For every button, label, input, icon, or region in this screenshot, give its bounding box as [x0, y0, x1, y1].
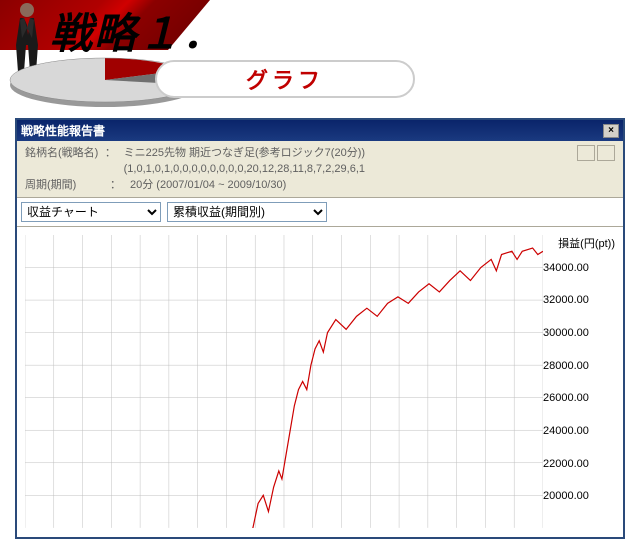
name-value: ミニ225先物 期近つなぎ足(参考ロジック7(20分))(1,0,1,0,1,0…: [124, 145, 577, 177]
y-tick-label: 22000.00: [543, 458, 589, 470]
y-tick-label: 28000.00: [543, 360, 589, 372]
y-tick-label: 20000.00: [543, 490, 589, 502]
chart-type-select[interactable]: 収益チャート: [21, 202, 161, 222]
separator: ：: [110, 177, 130, 193]
info-row-period: 周期(期間) ： 20分 (2007/01/04 ~ 2009/10/30): [25, 177, 615, 193]
period-label: 周期(期間): [25, 177, 110, 193]
y-tick-label: 26000.00: [543, 392, 589, 404]
chart-area: 損益(円(pt)) 34000.00 32000.00 30000.00 28000.…: [25, 235, 615, 529]
y-tick-label: 34000.00: [543, 262, 589, 274]
line-chart: [25, 235, 543, 528]
window-title: 戦略性能報告書: [21, 122, 105, 139]
y-tick-label: 32000.00: [543, 294, 589, 306]
info-panel: 銘柄名(戦略名) ： ミニ225先物 期近つなぎ足(参考ロジック7(20分))(…: [17, 141, 623, 198]
y-tick-label: 24000.00: [543, 425, 589, 437]
y-axis: 損益(円(pt)) 34000.00 32000.00 30000.00 28000.…: [543, 235, 615, 529]
window-titlebar: 戦略性能報告書 ×: [17, 120, 623, 141]
tab-graph[interactable]: グラフ: [155, 60, 415, 98]
name-label: 銘柄名(戦略名): [25, 145, 105, 177]
chart-container: 損益(円(pt)) 34000.00 32000.00 30000.00 28000.…: [17, 227, 623, 537]
tool-icon-2[interactable]: [597, 145, 615, 161]
page-title: 戦略１．: [50, 0, 226, 61]
header: 戦略１． グラフ: [0, 0, 630, 100]
close-icon[interactable]: ×: [603, 124, 619, 138]
aggregation-select[interactable]: 累積収益(期間別): [167, 202, 327, 222]
tool-icon-1[interactable]: [577, 145, 595, 161]
y-tick-label: 30000.00: [543, 327, 589, 339]
period-value: 20分 (2007/01/04 ~ 2009/10/30): [130, 177, 286, 193]
y-axis-label: 損益(円(pt)): [558, 235, 615, 251]
info-toolbar-icons: [577, 145, 615, 161]
info-row-name: 銘柄名(戦略名) ： ミニ225先物 期近つなぎ足(参考ロジック7(20分))(…: [25, 145, 577, 177]
report-window: 戦略性能報告書 × 銘柄名(戦略名) ： ミニ225先物 期近つなぎ足(参考ロジ…: [15, 118, 625, 539]
separator: ：: [105, 145, 124, 177]
tab-label: グラフ: [246, 63, 324, 95]
toolbar: 収益チャート 累積収益(期間別): [17, 198, 623, 227]
